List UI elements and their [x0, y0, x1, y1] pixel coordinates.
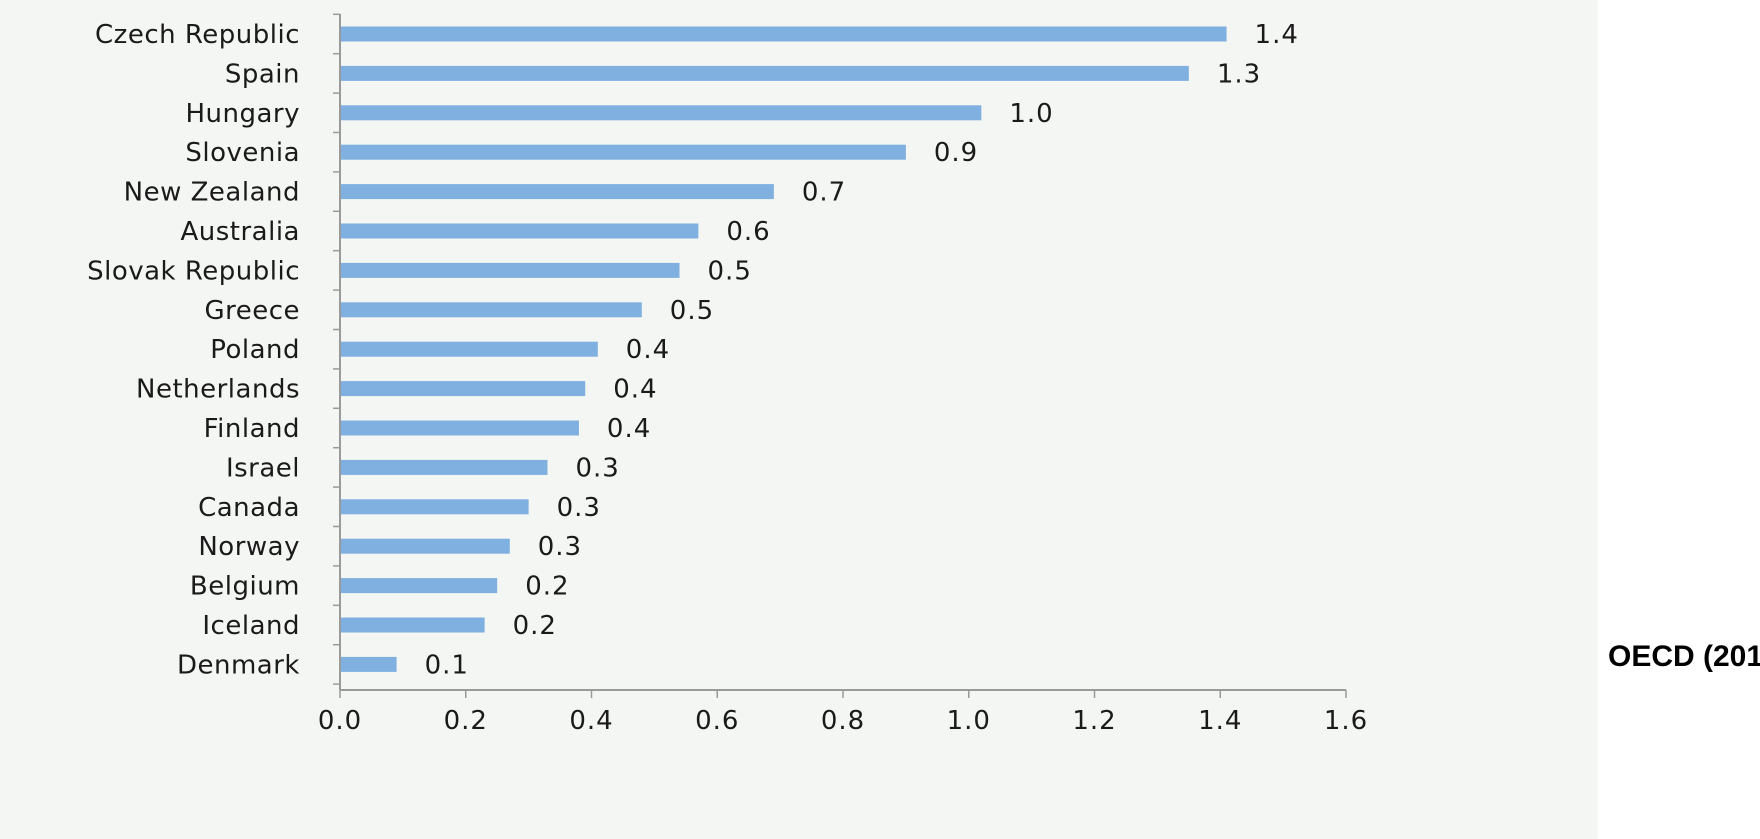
x-tick-label: 0.4	[569, 706, 613, 736]
category-label: Czech Republic	[95, 20, 300, 50]
data-label: 0.4	[607, 414, 651, 444]
data-label: 0.2	[513, 611, 557, 641]
bar	[341, 617, 485, 633]
bar	[341, 656, 397, 672]
chart-panel: 0.0 0.2 0.4 0.6 0.8 1.0 1.2 1.4 1.6 Czech Republi…	[0, 0, 1598, 839]
category-label: Slovenia	[185, 138, 300, 168]
x-tick-label: 1.2	[1072, 706, 1116, 736]
category-label: Australia	[180, 217, 300, 247]
category-label: Finland	[204, 414, 300, 444]
data-label: 0.5	[670, 296, 714, 326]
data-label: 1.0	[1009, 99, 1053, 129]
data-label: 0.3	[557, 493, 601, 523]
data-label: 0.7	[802, 178, 846, 208]
category-label: Spain	[225, 59, 300, 89]
bar	[341, 302, 642, 318]
data-label: 0.4	[626, 335, 670, 365]
category-label: New Zealand	[124, 178, 300, 208]
data-label: 0.1	[425, 650, 469, 680]
bar	[341, 184, 774, 200]
category-label: Norway	[198, 532, 300, 562]
category-label: Denmark	[177, 650, 300, 680]
data-label: 0.4	[613, 375, 657, 405]
bar	[341, 144, 906, 160]
bar	[341, 578, 498, 594]
data-label: 0.9	[934, 138, 978, 168]
category-label: Netherlands	[136, 375, 300, 405]
bar	[341, 26, 1227, 42]
data-label: 0.3	[538, 532, 582, 562]
x-tick-label: 0.6	[695, 706, 739, 736]
bar	[341, 459, 548, 475]
x-tick-label: 0.8	[821, 706, 865, 736]
bar	[341, 341, 598, 357]
category-label: Slovak Republic	[87, 256, 300, 286]
x-tick-label: 0.0	[318, 706, 362, 736]
category-label: Canada	[198, 493, 300, 523]
bar	[341, 420, 579, 436]
category-label: Belgium	[190, 572, 300, 602]
data-label: 0.2	[525, 572, 569, 602]
bar	[341, 499, 529, 515]
category-label: Poland	[210, 335, 300, 365]
bar-chart: 0.0 0.2 0.4 0.6 0.8 1.0 1.2 1.4 1.6 Czech Republi…	[87, 13, 1368, 736]
bar	[341, 262, 680, 278]
bar	[341, 65, 1189, 81]
data-label: 0.3	[575, 453, 619, 483]
bar	[341, 381, 586, 397]
x-tick-label: 1.4	[1198, 706, 1242, 736]
data-label: 0.6	[726, 217, 770, 247]
x-tick-label: 1.0	[947, 706, 991, 736]
bar	[341, 538, 510, 554]
category-label: Hungary	[185, 99, 300, 129]
category-label: Greece	[204, 296, 300, 326]
x-tick-label: 1.6	[1324, 706, 1368, 736]
category-label: Iceland	[202, 611, 300, 641]
source-citation: OECD (2011)	[1608, 640, 1760, 673]
category-label: Israel	[226, 453, 300, 483]
bar	[341, 105, 982, 121]
data-label: 1.4	[1255, 20, 1299, 50]
data-label: 0.5	[708, 256, 752, 286]
data-label: 1.3	[1217, 59, 1261, 89]
x-tick-label: 0.2	[444, 706, 488, 736]
bar	[341, 223, 699, 239]
